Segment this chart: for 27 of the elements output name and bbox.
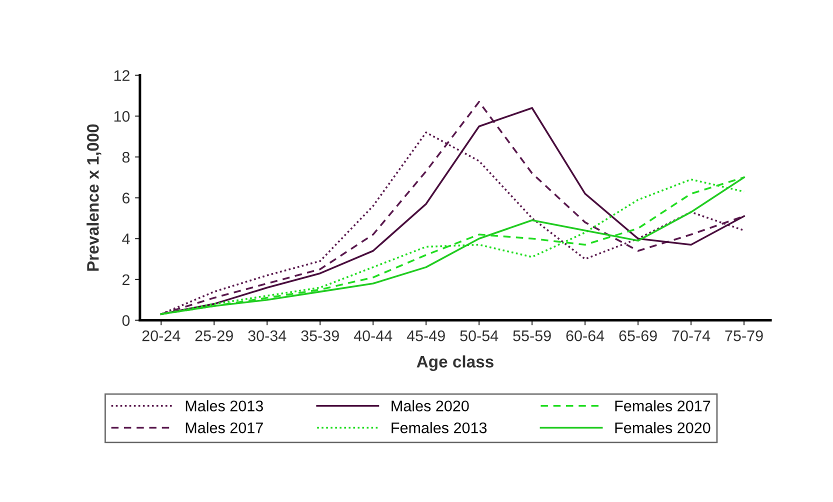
x-axis-title: Age class bbox=[416, 355, 494, 371]
y-tick-label: 0 bbox=[122, 315, 130, 326]
legend-label: Males 2017 bbox=[186, 422, 263, 434]
x-tick-label: 25-29 bbox=[195, 330, 233, 342]
y-tick-label: 2 bbox=[122, 274, 130, 285]
x-tick-label: 65-69 bbox=[619, 330, 657, 342]
x-tick-label: 60-64 bbox=[566, 330, 604, 342]
x-tick-label: 50-54 bbox=[460, 330, 498, 342]
y-tick-label: 10 bbox=[114, 110, 130, 122]
x-tick-label: 55-59 bbox=[513, 330, 551, 342]
y-tick-label: 8 bbox=[122, 152, 130, 163]
y-tick-label: 6 bbox=[122, 192, 130, 204]
legend-label: Males 2020 bbox=[392, 400, 469, 412]
x-tick-label: 20-24 bbox=[142, 330, 180, 342]
legend-label: Females 2017 bbox=[615, 400, 710, 412]
legend-label: Females 2020 bbox=[615, 422, 710, 434]
y-tick-label: 4 bbox=[122, 234, 130, 244]
x-tick-label: 70-74 bbox=[672, 330, 710, 342]
y-axis-title: Prevalence x 1,000 bbox=[86, 124, 102, 271]
x-tick-label: 75-79 bbox=[725, 330, 763, 342]
x-tick-label: 45-49 bbox=[406, 330, 445, 342]
x-tick-label: 35-39 bbox=[301, 330, 339, 342]
legend-label: Males 2013 bbox=[186, 400, 263, 412]
x-tick-label: 30-34 bbox=[248, 330, 286, 342]
x-tick-label: 40-44 bbox=[354, 330, 392, 342]
legend-label: Females 2013 bbox=[392, 422, 487, 434]
y-tick-label: 12 bbox=[114, 70, 130, 81]
